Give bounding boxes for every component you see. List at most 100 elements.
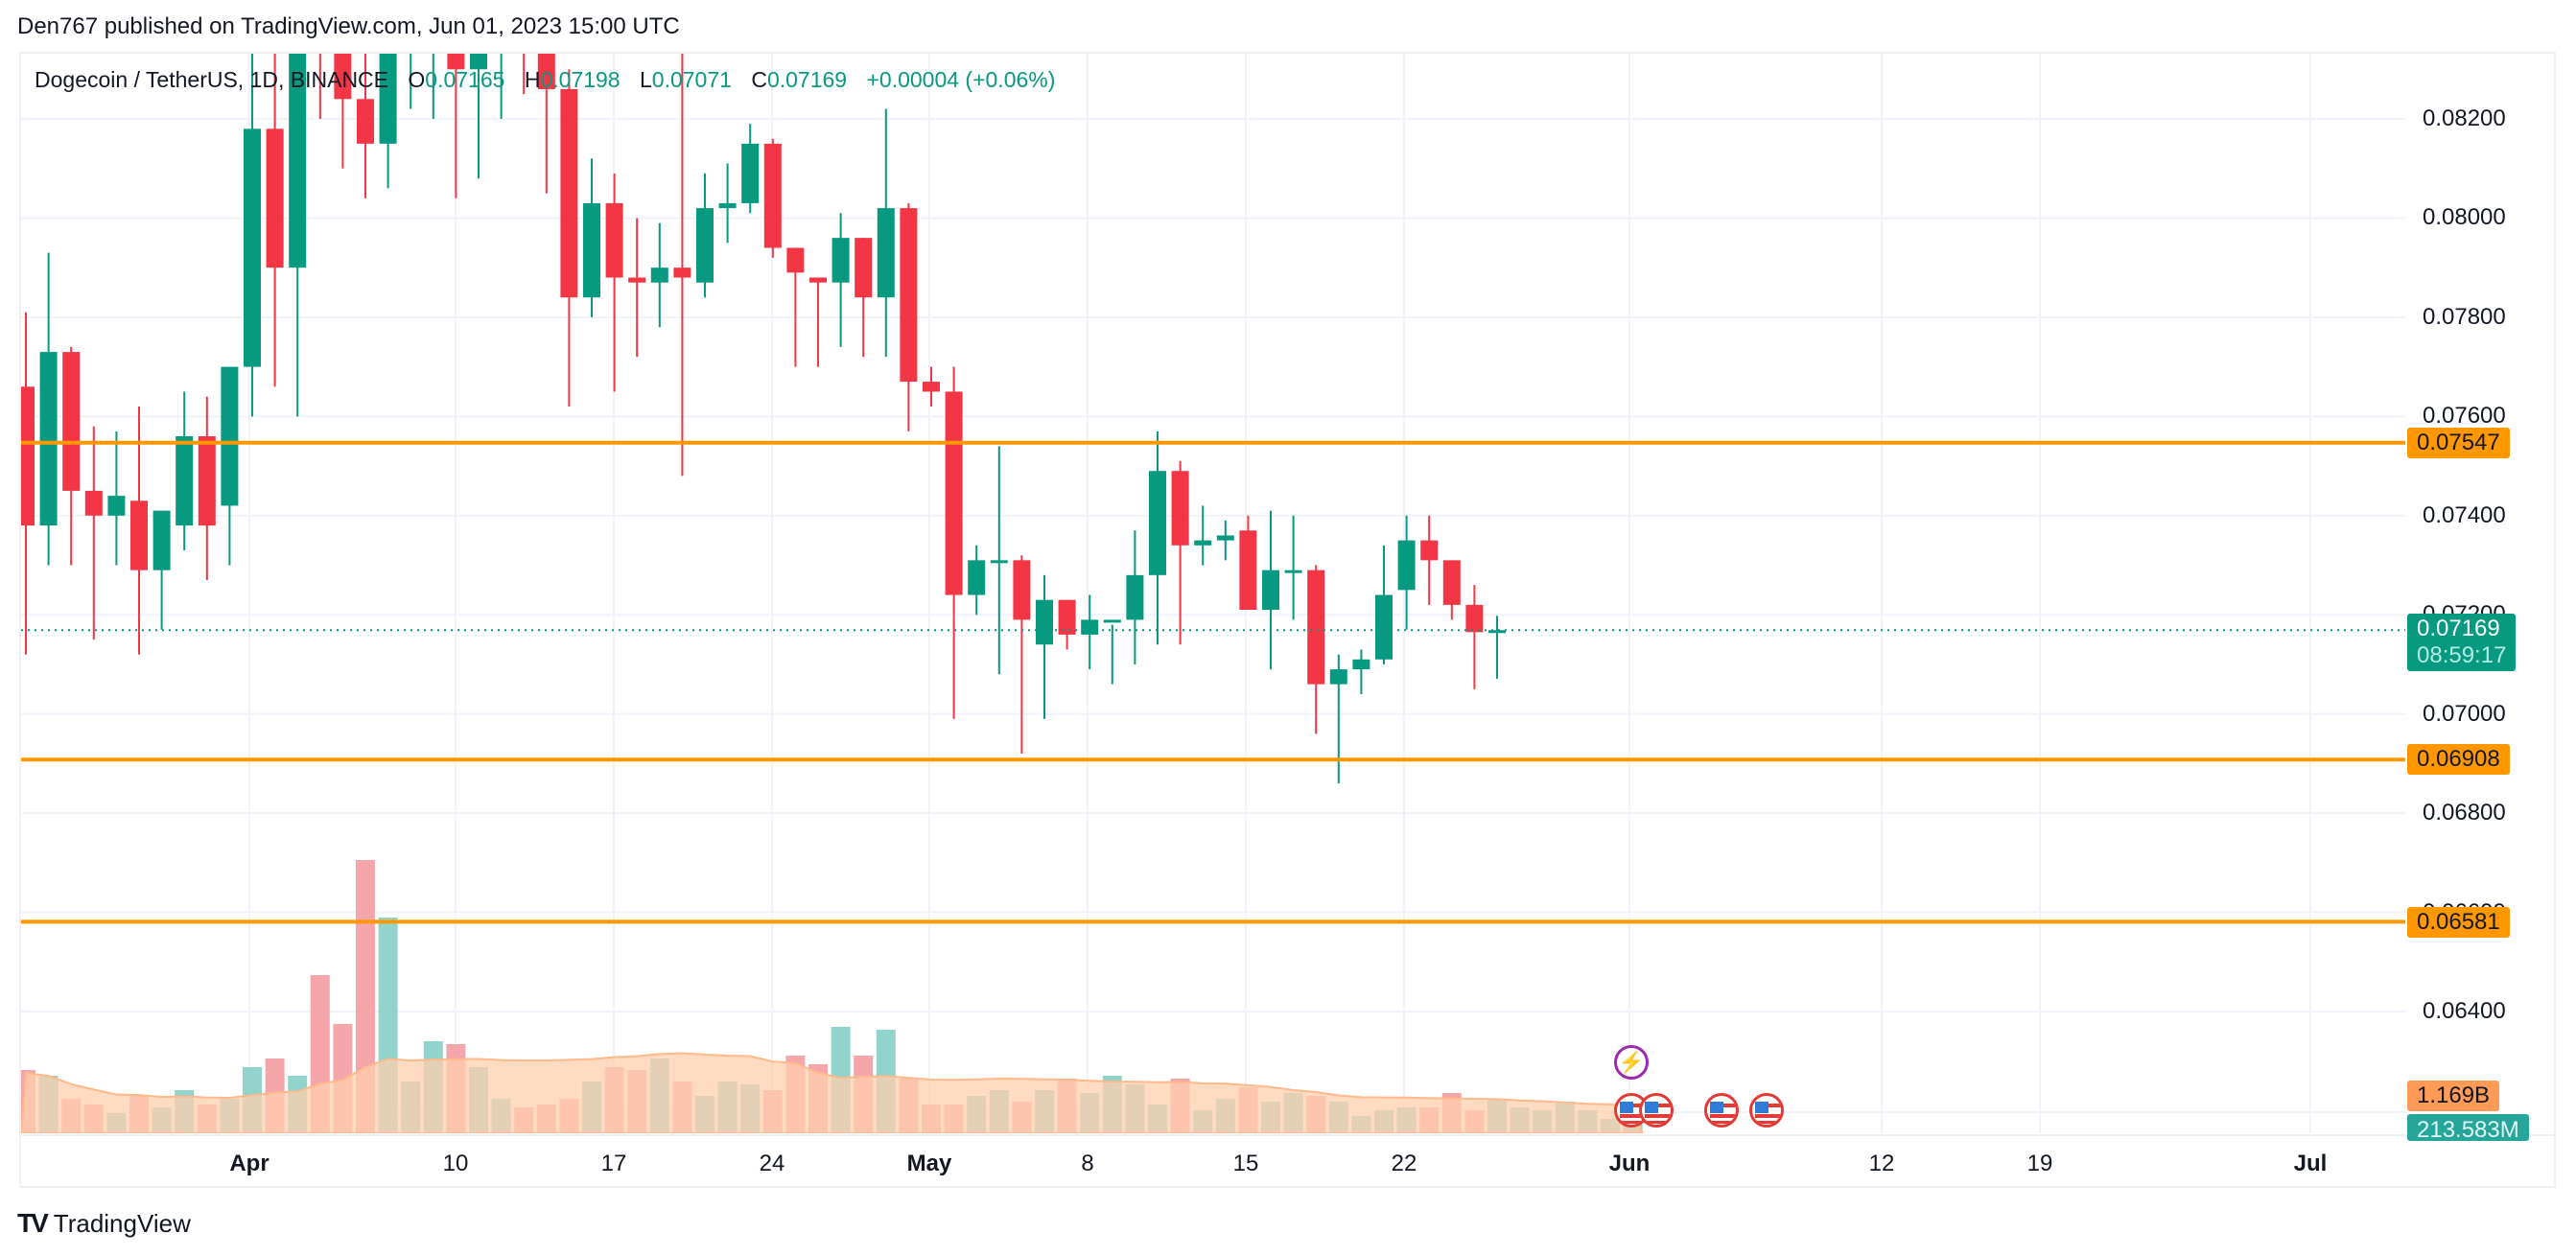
candle-body <box>312 0 329 20</box>
time-tick-label: Jul <box>2293 1151 2328 1176</box>
price-tick-label: 0.08000 <box>2423 204 2506 231</box>
candle-body <box>266 128 284 268</box>
brand-name[interactable]: TradingView <box>53 1208 191 1238</box>
time-tick-label: Apr <box>229 1151 269 1176</box>
candle-body <box>1081 619 1099 635</box>
candle-body <box>425 30 442 39</box>
candle-body <box>650 267 668 283</box>
us-flag-event-icon[interactable] <box>1704 1093 1739 1128</box>
candle-body <box>1194 540 1212 546</box>
close-value: 0.07169 <box>766 67 848 92</box>
current-price-tag: 0.07169 08:59:17 <box>2407 614 2517 671</box>
candle-body <box>831 238 850 283</box>
candle-body <box>176 436 194 526</box>
time-tick-label: 10 <box>442 1151 469 1176</box>
candle-body <box>877 208 895 298</box>
candle-body <box>923 382 940 392</box>
candle-body <box>1375 594 1393 660</box>
candle-body <box>718 202 737 209</box>
price-tick-label: 0.07000 <box>2423 700 2506 727</box>
time-tick-label: 12 <box>1868 1151 1895 1176</box>
candle-body <box>21 386 35 526</box>
candle-body <box>1488 630 1506 634</box>
time-tick-label: 24 <box>759 1151 785 1176</box>
volume-ma-tag: 1.169B <box>2407 1081 2500 1111</box>
candle-body <box>560 88 578 298</box>
candle-body <box>1216 535 1234 541</box>
candle-body <box>84 490 103 516</box>
candle-body <box>379 54 397 144</box>
candle-body <box>198 436 216 526</box>
candle-body <box>39 352 58 526</box>
candle-body <box>809 277 827 283</box>
candle-body <box>1103 619 1121 623</box>
candle-body <box>1036 599 1053 645</box>
candle-body <box>470 54 487 70</box>
candle-body <box>402 39 419 49</box>
time-tick-label: 19 <box>2026 1151 2053 1176</box>
current-price-value: 0.07169 <box>2417 616 2500 641</box>
candle-body <box>1262 570 1279 611</box>
lightning-event-icon[interactable]: ⚡ <box>1614 1045 1649 1080</box>
candle-body <box>786 247 805 273</box>
tradingview-logo-icon[interactable]: TV <box>17 1208 49 1238</box>
us-flag-event-icon[interactable] <box>1639 1093 1674 1128</box>
candle-body <box>583 202 600 298</box>
candle-body <box>221 366 239 506</box>
candle-body <box>968 560 986 595</box>
candle-body <box>447 54 465 70</box>
price-tick-label: 0.07600 <box>2423 403 2506 430</box>
time-tick-label: 22 <box>1391 1151 1417 1176</box>
candle-body <box>696 208 714 283</box>
candle-body <box>900 208 918 383</box>
low-value: 0.07071 <box>651 67 732 92</box>
candle-body <box>990 560 1008 564</box>
time-tick-label: 8 <box>1081 1151 1094 1176</box>
symbol-title[interactable]: Dogecoin / TetherUS, 1D, BINANCE <box>35 67 389 92</box>
resistance-level-tag: 0.07547 <box>2407 428 2510 458</box>
price-tick-label: 0.06400 <box>2423 997 2506 1024</box>
time-tick-label: May <box>906 1151 952 1176</box>
close-label: C <box>751 67 767 92</box>
us-flag-event-icon[interactable] <box>1749 1093 1784 1128</box>
candle-body <box>1284 570 1302 573</box>
price-tick-label: 0.08200 <box>2423 105 2506 131</box>
time-tick-label: Jun <box>1608 1151 1651 1176</box>
candle-body <box>945 391 963 595</box>
candle-body <box>1329 669 1347 685</box>
candle-body <box>628 277 646 283</box>
candle-body <box>357 99 374 144</box>
candle-body <box>130 500 148 570</box>
candle-body <box>1171 471 1189 546</box>
candle-body <box>1397 540 1416 591</box>
candle-body <box>1058 599 1076 635</box>
open-label: O <box>408 67 426 92</box>
candle-body <box>741 143 760 203</box>
candle-body <box>1442 560 1461 605</box>
low-label: L <box>639 67 652 92</box>
candle-body <box>1239 530 1257 611</box>
candle-body <box>605 202 623 278</box>
price-tick-label: 0.07800 <box>2423 303 2506 330</box>
publisher-line: Den767 published on TradingView.com, Jun… <box>17 13 680 39</box>
candle-body <box>763 143 782 248</box>
candle-body <box>107 496 126 516</box>
candle-body <box>1013 560 1031 620</box>
high-label: H <box>524 67 541 92</box>
footer: TV TradingView <box>17 1208 191 1239</box>
time-tick-label: 17 <box>600 1151 627 1176</box>
support-level-tag-1: 0.06908 <box>2407 744 2510 775</box>
candle-body <box>1126 574 1144 620</box>
time-tick-label: 15 <box>1232 1151 1259 1176</box>
candle-body <box>1420 540 1439 561</box>
candle-body <box>62 352 81 491</box>
candle-body <box>515 0 532 20</box>
candle-body <box>1307 570 1325 685</box>
ohlc-legend: Dogecoin / TetherUS, 1D, BINANCE O0.0716… <box>35 67 1055 93</box>
candle-countdown: 08:59:17 <box>2417 642 2507 668</box>
open-value: 0.07165 <box>425 67 505 92</box>
price-tick-label: 0.06800 <box>2423 800 2506 826</box>
candle-body <box>1149 471 1166 575</box>
support-level-tag-2: 0.06581 <box>2407 907 2510 938</box>
